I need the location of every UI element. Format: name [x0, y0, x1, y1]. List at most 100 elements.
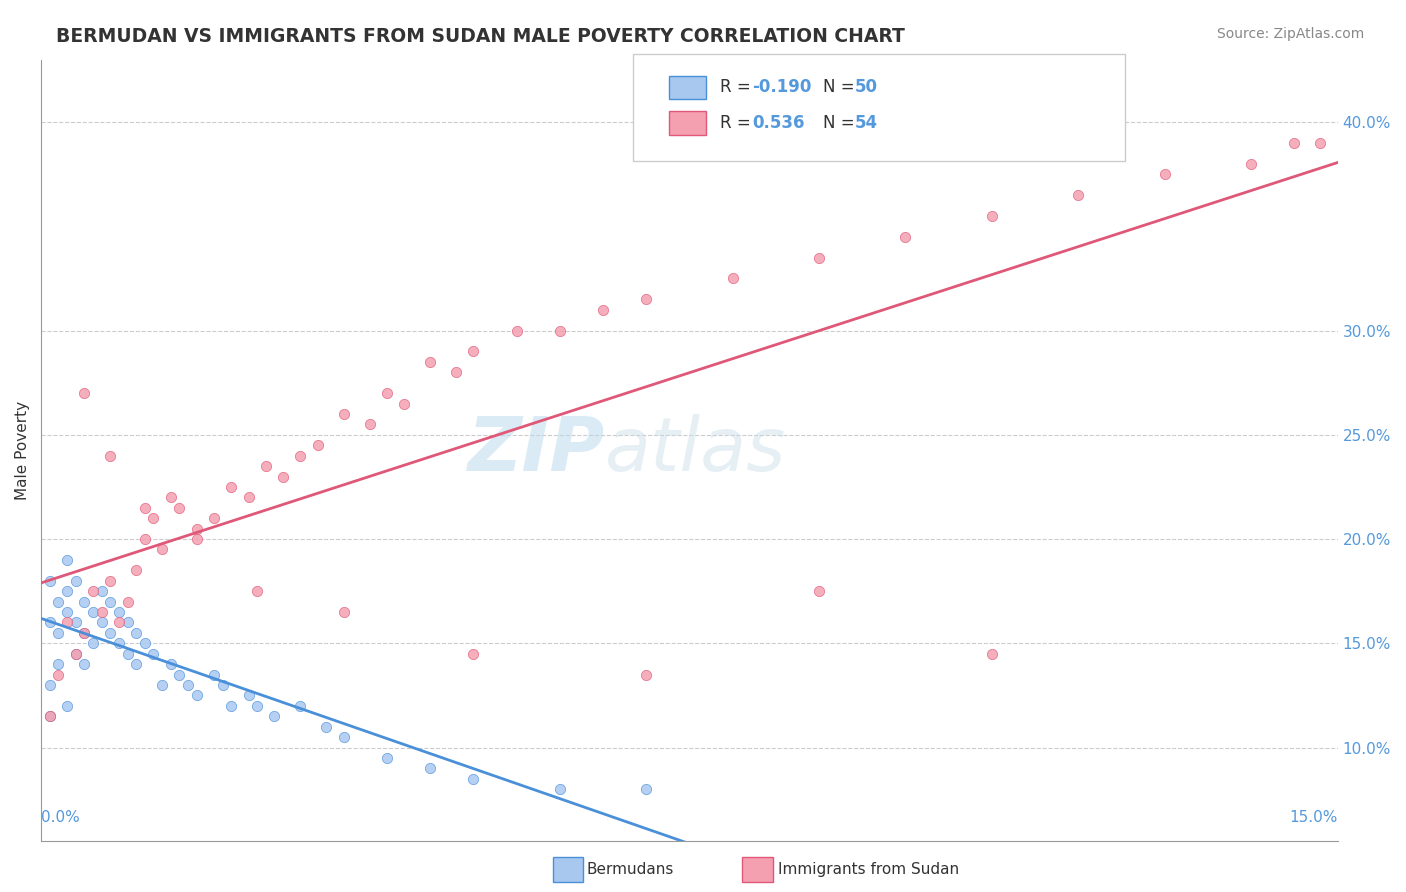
Point [90, 584, 112, 599]
Point [150, 542, 173, 557]
Point [211, 678, 233, 692]
Point [1284, 136, 1306, 150]
Text: 0.536: 0.536 [752, 114, 804, 132]
Point [290, 449, 312, 463]
Point [375, 386, 398, 401]
Text: -0.190: -0.190 [752, 78, 811, 96]
Point [82, 636, 104, 650]
Point [721, 271, 744, 285]
Point [117, 647, 139, 661]
Text: N =: N = [823, 114, 859, 132]
Point [238, 491, 260, 505]
Point [108, 605, 131, 619]
Y-axis label: Male Poverty: Male Poverty [15, 401, 30, 500]
Point [636, 293, 658, 307]
Point [246, 698, 269, 713]
Point [186, 532, 208, 546]
Point [246, 584, 269, 599]
Point [980, 209, 1002, 223]
Point [1240, 157, 1263, 171]
Point [219, 698, 242, 713]
Text: Bermudans: Bermudans [586, 863, 673, 877]
Point [307, 438, 329, 452]
Point [73, 625, 96, 640]
Point [254, 459, 277, 474]
Point [463, 344, 485, 359]
Point [56, 615, 79, 630]
Point [263, 709, 285, 723]
Point [359, 417, 381, 432]
Point [38, 574, 60, 588]
Point [117, 594, 139, 608]
Text: N =: N = [823, 78, 859, 96]
Point [332, 605, 354, 619]
Point [98, 574, 121, 588]
Point [38, 709, 60, 723]
Point [142, 511, 165, 525]
Point [332, 730, 354, 744]
Point [636, 667, 658, 681]
Point [108, 636, 131, 650]
Point [48, 657, 70, 672]
Point [117, 615, 139, 630]
Point [375, 751, 398, 765]
Point [73, 625, 96, 640]
Point [592, 302, 614, 317]
Point [159, 491, 181, 505]
Text: 15.0%: 15.0% [1289, 810, 1337, 825]
Point [808, 584, 831, 599]
Point [419, 761, 441, 775]
Text: 54: 54 [855, 114, 877, 132]
Text: Source: ZipAtlas.com: Source: ZipAtlas.com [1216, 27, 1364, 41]
Text: 50: 50 [855, 78, 877, 96]
Point [894, 229, 917, 244]
Text: atlas: atlas [605, 415, 786, 486]
Point [56, 698, 79, 713]
Point [1309, 136, 1331, 150]
Point [159, 657, 181, 672]
Point [142, 647, 165, 661]
Point [56, 553, 79, 567]
Point [169, 667, 191, 681]
Point [463, 647, 485, 661]
Point [98, 625, 121, 640]
Text: Immigrants from Sudan: Immigrants from Sudan [778, 863, 959, 877]
Point [980, 647, 1002, 661]
Point [463, 772, 485, 786]
Point [125, 563, 148, 577]
Point [73, 386, 96, 401]
Point [186, 689, 208, 703]
Point [48, 594, 70, 608]
Point [56, 584, 79, 599]
Point [548, 782, 571, 797]
Point [73, 594, 96, 608]
Text: R =: R = [720, 114, 756, 132]
Point [125, 657, 148, 672]
Point [202, 511, 225, 525]
Point [315, 720, 337, 734]
Text: R =: R = [720, 78, 756, 96]
Point [56, 605, 79, 619]
Point [98, 449, 121, 463]
Point [65, 574, 87, 588]
Point [38, 678, 60, 692]
Point [150, 678, 173, 692]
Point [392, 396, 415, 410]
Text: 0.0%: 0.0% [41, 810, 80, 825]
Point [134, 636, 156, 650]
Point [38, 709, 60, 723]
Point [90, 605, 112, 619]
Point [271, 469, 294, 483]
Point [48, 625, 70, 640]
Point [419, 355, 441, 369]
Point [108, 615, 131, 630]
Point [48, 667, 70, 681]
Point [73, 657, 96, 672]
Point [134, 532, 156, 546]
Point [1067, 188, 1090, 202]
Point [169, 500, 191, 515]
Point [177, 678, 200, 692]
Point [82, 584, 104, 599]
Point [202, 667, 225, 681]
Point [548, 324, 571, 338]
